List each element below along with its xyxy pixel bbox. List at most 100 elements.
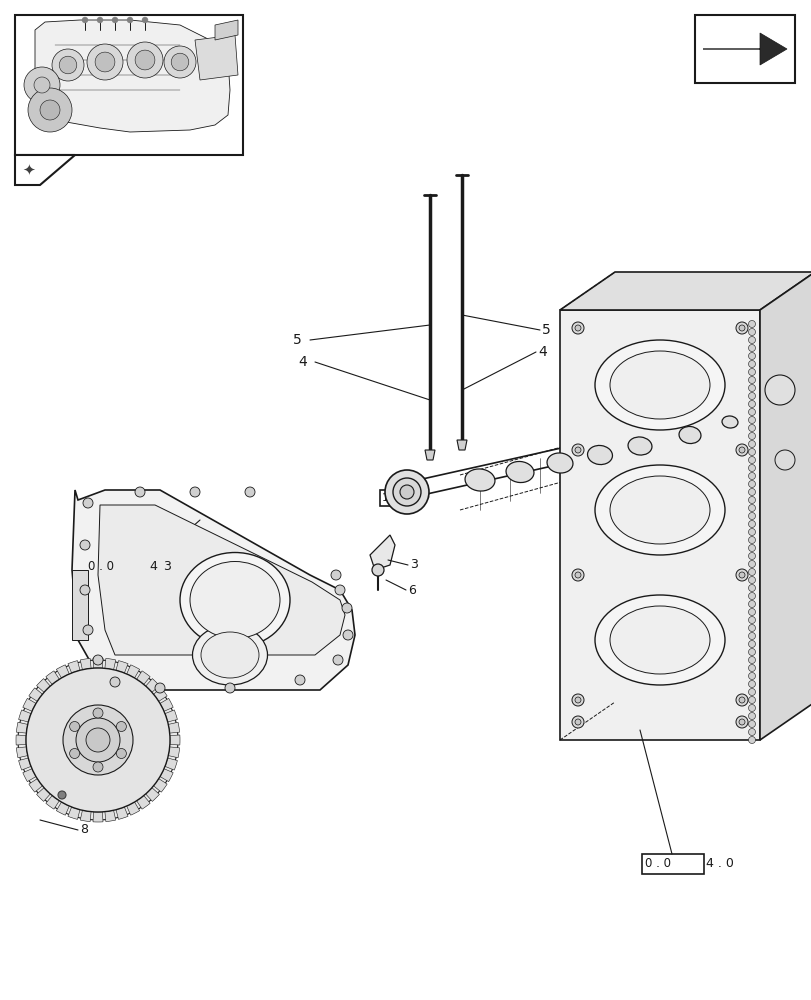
Circle shape bbox=[748, 344, 754, 352]
Circle shape bbox=[574, 572, 581, 578]
Circle shape bbox=[738, 447, 744, 453]
Circle shape bbox=[116, 748, 127, 758]
Ellipse shape bbox=[627, 437, 651, 455]
Circle shape bbox=[748, 328, 754, 336]
Polygon shape bbox=[195, 35, 238, 80]
Circle shape bbox=[294, 675, 305, 685]
Ellipse shape bbox=[721, 416, 737, 428]
Circle shape bbox=[571, 716, 583, 728]
Circle shape bbox=[571, 569, 583, 581]
Circle shape bbox=[735, 322, 747, 334]
Circle shape bbox=[748, 656, 754, 664]
Polygon shape bbox=[457, 440, 466, 450]
Bar bbox=[380, 490, 397, 506]
Circle shape bbox=[735, 569, 747, 581]
Ellipse shape bbox=[201, 632, 259, 678]
Circle shape bbox=[155, 683, 165, 693]
Bar bbox=[642, 854, 703, 874]
Circle shape bbox=[171, 53, 189, 71]
Wedge shape bbox=[127, 802, 139, 815]
Circle shape bbox=[748, 408, 754, 416]
Circle shape bbox=[748, 368, 754, 375]
Circle shape bbox=[748, 584, 754, 591]
Circle shape bbox=[748, 696, 754, 704]
Circle shape bbox=[52, 49, 84, 81]
Text: 7: 7 bbox=[80, 793, 88, 806]
Circle shape bbox=[80, 540, 90, 550]
Wedge shape bbox=[45, 671, 59, 684]
Circle shape bbox=[93, 655, 103, 665]
Wedge shape bbox=[105, 810, 116, 822]
Circle shape bbox=[735, 716, 747, 728]
Circle shape bbox=[400, 485, 414, 499]
Text: 4: 4 bbox=[538, 345, 546, 359]
Circle shape bbox=[331, 570, 341, 580]
Wedge shape bbox=[145, 788, 159, 801]
Wedge shape bbox=[93, 812, 103, 822]
Circle shape bbox=[83, 498, 93, 508]
Circle shape bbox=[748, 432, 754, 440]
Bar bbox=[694, 15, 794, 83]
Bar bbox=[85, 557, 147, 577]
Wedge shape bbox=[23, 769, 36, 782]
Circle shape bbox=[28, 88, 72, 132]
Circle shape bbox=[333, 655, 342, 665]
Ellipse shape bbox=[609, 351, 709, 419]
Circle shape bbox=[571, 444, 583, 456]
Text: 4: 4 bbox=[148, 560, 157, 574]
Circle shape bbox=[82, 17, 88, 23]
Wedge shape bbox=[153, 688, 167, 701]
Circle shape bbox=[86, 728, 109, 752]
Circle shape bbox=[135, 50, 155, 70]
Circle shape bbox=[748, 481, 754, 488]
Circle shape bbox=[574, 719, 581, 725]
Circle shape bbox=[748, 640, 754, 648]
Text: 0 . 0: 0 . 0 bbox=[644, 857, 670, 870]
Wedge shape bbox=[36, 788, 50, 801]
Wedge shape bbox=[127, 665, 139, 678]
Wedge shape bbox=[16, 747, 28, 758]
Wedge shape bbox=[29, 779, 42, 792]
Circle shape bbox=[748, 616, 754, 624]
Wedge shape bbox=[153, 779, 167, 792]
Circle shape bbox=[748, 600, 754, 607]
Circle shape bbox=[26, 668, 169, 812]
Circle shape bbox=[738, 325, 744, 331]
Polygon shape bbox=[72, 570, 88, 640]
Ellipse shape bbox=[594, 465, 724, 555]
Text: 5: 5 bbox=[541, 323, 550, 337]
Circle shape bbox=[571, 694, 583, 706]
Ellipse shape bbox=[190, 562, 280, 639]
Text: 4 . 0: 4 . 0 bbox=[705, 857, 733, 870]
Ellipse shape bbox=[609, 476, 709, 544]
Polygon shape bbox=[72, 490, 354, 690]
Wedge shape bbox=[165, 758, 177, 770]
Circle shape bbox=[748, 528, 754, 536]
Circle shape bbox=[70, 748, 79, 758]
Wedge shape bbox=[19, 758, 31, 770]
Ellipse shape bbox=[587, 445, 611, 465]
Circle shape bbox=[774, 450, 794, 470]
Circle shape bbox=[748, 680, 754, 688]
Circle shape bbox=[748, 384, 754, 391]
Polygon shape bbox=[702, 33, 786, 65]
Polygon shape bbox=[424, 450, 435, 460]
Circle shape bbox=[97, 17, 103, 23]
Circle shape bbox=[748, 672, 754, 680]
Ellipse shape bbox=[594, 340, 724, 430]
Wedge shape bbox=[56, 665, 69, 678]
Circle shape bbox=[80, 585, 90, 595]
Circle shape bbox=[83, 625, 93, 635]
Circle shape bbox=[142, 17, 148, 23]
Wedge shape bbox=[80, 658, 91, 670]
Circle shape bbox=[748, 552, 754, 560]
Circle shape bbox=[748, 440, 754, 448]
Text: 4: 4 bbox=[298, 355, 307, 369]
Wedge shape bbox=[36, 679, 50, 692]
Polygon shape bbox=[370, 535, 394, 570]
Circle shape bbox=[748, 400, 754, 408]
Circle shape bbox=[748, 336, 754, 344]
Circle shape bbox=[371, 564, 384, 576]
Circle shape bbox=[59, 56, 77, 74]
Circle shape bbox=[748, 536, 754, 544]
